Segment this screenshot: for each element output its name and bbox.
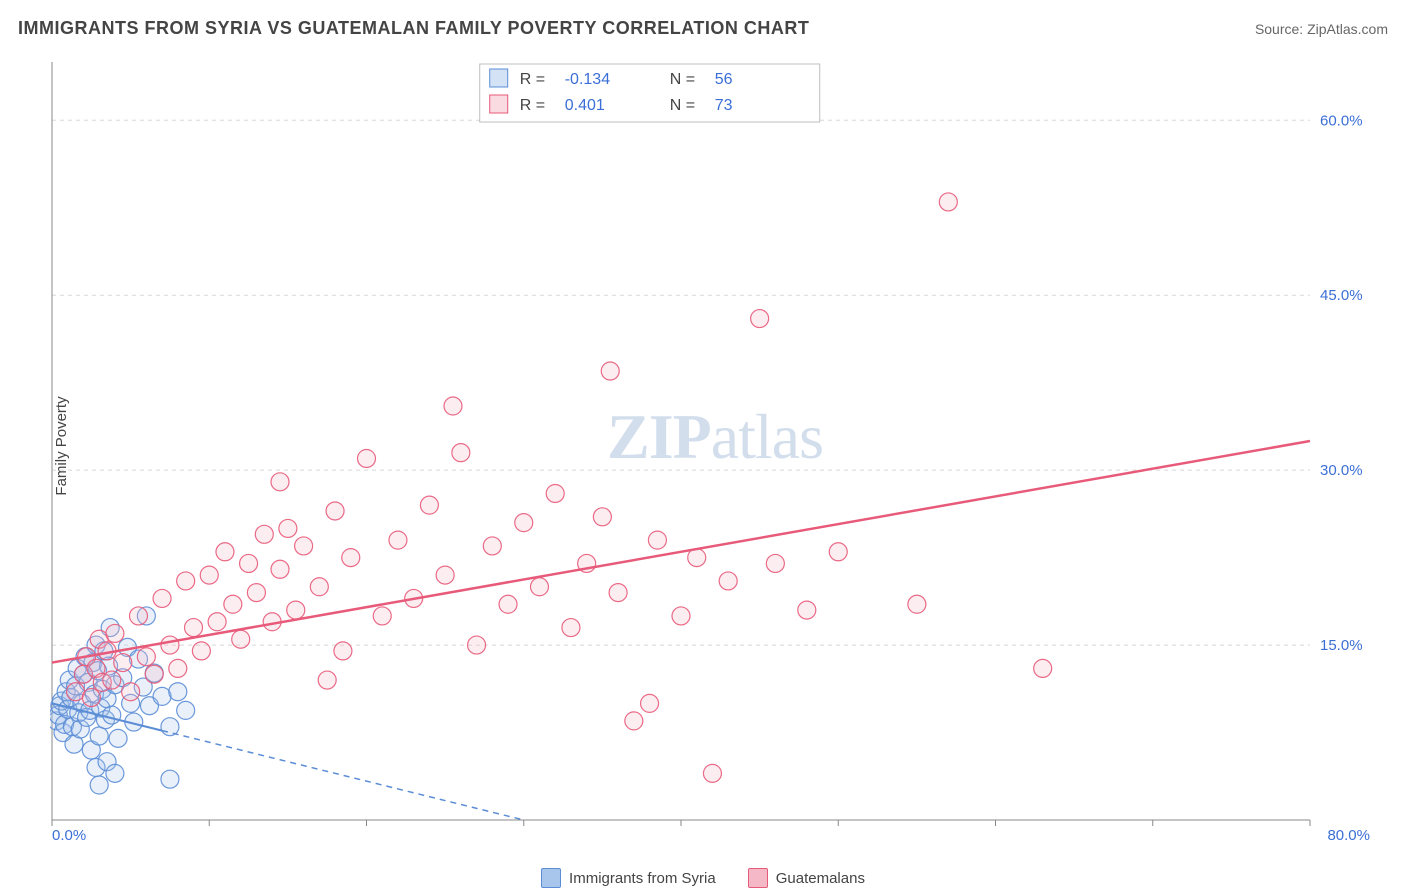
svg-text:N =: N = xyxy=(670,97,695,114)
svg-text:73: 73 xyxy=(715,97,733,114)
legend-item-guatemalans: Guatemalans xyxy=(748,868,865,888)
svg-text:56: 56 xyxy=(715,71,733,88)
legend-swatch-syria xyxy=(541,868,561,888)
svg-text:60.0%: 60.0% xyxy=(1320,112,1363,129)
chart-area: 15.0% 30.0% 45.0% 60.0% 0.0% 80.0% R = -0.134 N … xyxy=(50,60,1380,846)
chart-title: IMMIGRANTS FROM SYRIA VS GUATEMALAN FAMI… xyxy=(18,18,809,39)
svg-text:15.0%: 15.0% xyxy=(1320,637,1363,654)
bottom-legend: Immigrants from Syria Guatemalans xyxy=(0,868,1406,888)
svg-text:N =: N = xyxy=(670,71,695,88)
svg-text:45.0%: 45.0% xyxy=(1320,287,1363,304)
legend-label-guatemalans: Guatemalans xyxy=(776,870,865,887)
svg-text:30.0%: 30.0% xyxy=(1320,462,1363,479)
scatter-chart-svg: 15.0% 30.0% 45.0% 60.0% 0.0% 80.0% R = -0.134 N … xyxy=(50,60,1380,846)
legend-item-syria: Immigrants from Syria xyxy=(541,868,716,888)
svg-text:80.0%: 80.0% xyxy=(1327,827,1370,844)
source-label: Source: ZipAtlas.com xyxy=(1255,21,1388,37)
legend-swatch-guatemalans xyxy=(748,868,768,888)
svg-text:0.0%: 0.0% xyxy=(52,827,86,844)
svg-text:R =: R = xyxy=(520,71,545,88)
svg-text:R =: R = xyxy=(520,97,545,114)
svg-text:-0.134: -0.134 xyxy=(565,71,610,88)
svg-text:0.401: 0.401 xyxy=(565,97,605,114)
legend-label-syria: Immigrants from Syria xyxy=(569,870,716,887)
